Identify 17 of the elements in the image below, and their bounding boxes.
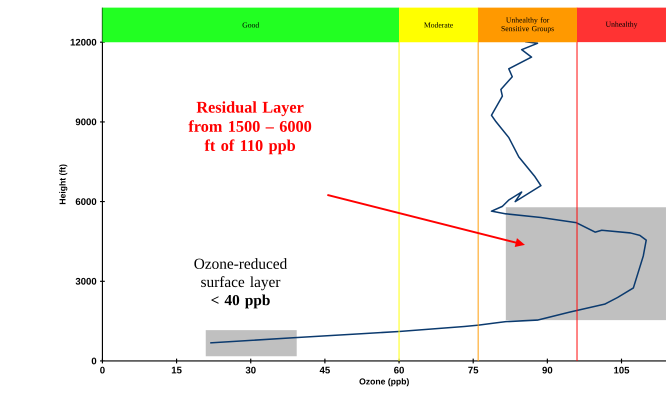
x-tick-label: 105 bbox=[614, 366, 630, 374]
y-tick-label: 6000 bbox=[76, 198, 96, 205]
y-axis-title: Height (ft) bbox=[59, 164, 68, 204]
x-tick-label: 60 bbox=[394, 366, 404, 374]
y-tick-label: 9000 bbox=[76, 118, 96, 126]
x-axis-title: Ozone (ppb) bbox=[359, 378, 409, 386]
x-tick-label: 30 bbox=[246, 366, 256, 374]
annotation: Ozone-reduced surface layer < 40 ppb bbox=[194, 258, 288, 308]
x-tick-label: 0 bbox=[100, 366, 105, 374]
x-tick-label: 15 bbox=[172, 366, 182, 374]
annotation: Residual Layer from 1500 – 6000 ft of 110 ppb bbox=[188, 101, 312, 154]
x-tick-label: 90 bbox=[542, 366, 552, 374]
y-tick-label: 12000 bbox=[70, 38, 96, 46]
y-tick-label: 0 bbox=[92, 358, 96, 364]
x-tick-label: 45 bbox=[320, 366, 330, 374]
x-tick-label: 75 bbox=[468, 366, 478, 374]
y-tick-label: 3000 bbox=[76, 278, 96, 285]
